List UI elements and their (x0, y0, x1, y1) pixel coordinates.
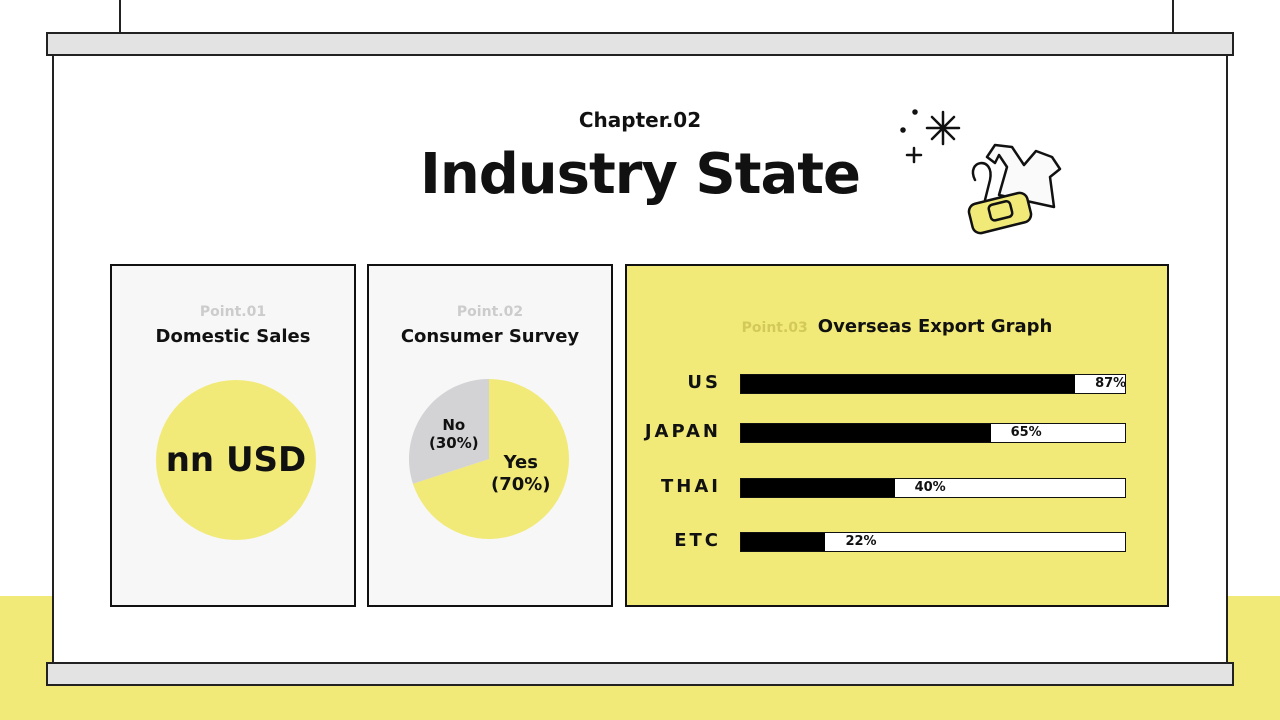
bar-fill (741, 424, 991, 442)
chapter-label: Chapter.02 (578, 108, 702, 132)
survey-pie-chart (409, 379, 569, 539)
bar-category-label: US (687, 372, 721, 393)
no-pct: (30%) (429, 434, 479, 452)
yes-label: Yes (503, 452, 538, 473)
bar-fill (741, 375, 1076, 393)
pie-slice-no (409, 379, 489, 484)
bar-track: 65% (740, 423, 1126, 443)
card-title: Overseas Export Graph (817, 316, 1053, 337)
bar-category-label: THAI (661, 476, 721, 497)
bar-category-label: JAPAN (644, 421, 721, 442)
card-export-graph: Point.03 Overseas Export Graph US 87% JAPA… (625, 264, 1169, 607)
top-rod (46, 32, 1234, 56)
bar-track: 87% (740, 374, 1126, 394)
page-title: Industry State (419, 142, 861, 207)
dress-handbag-icon (900, 109, 1062, 235)
hanger-left (119, 0, 121, 34)
card-domestic-sales: Point.01 Domestic Sales nn USD (110, 264, 356, 607)
bar-value-label: 65% (1010, 425, 1042, 440)
point-label: Point.01 (199, 304, 267, 320)
bar-value-label: 40% (914, 480, 946, 495)
bar-category-label: ETC (674, 530, 721, 551)
point-label: Point.02 (456, 304, 524, 320)
bar-row: ETC 22% (627, 530, 1167, 552)
card-consumer-survey: Point.02 Consumer Survey No (30%) Yes (70%… (367, 264, 613, 607)
bar-track: 40% (740, 478, 1126, 498)
sales-value: nn USD (165, 440, 307, 480)
pie-label-yes: Yes (70%) (491, 452, 551, 495)
no-label: No (442, 416, 466, 434)
hanger-right (1172, 0, 1174, 34)
bar-row: THAI 40% (627, 476, 1167, 498)
pie-label-no: No (30%) (429, 416, 479, 452)
bar-value-label: 22% (845, 534, 877, 549)
bar-row: JAPAN 65% (627, 421, 1167, 443)
point-label: Point.03 (741, 320, 808, 336)
bar-fill (741, 533, 826, 551)
yes-pct: (70%) (491, 473, 551, 495)
bar-fill (741, 479, 895, 497)
pie-slice-yes (412, 379, 569, 539)
card-title: Consumer Survey (400, 326, 580, 347)
bar-value-label: 87% (1095, 376, 1127, 391)
sales-circle: nn USD (156, 380, 316, 540)
card-title: Domestic Sales (155, 326, 311, 347)
bar-row: US 87% (627, 372, 1167, 394)
bottom-rod (46, 662, 1234, 686)
bar-track: 22% (740, 532, 1126, 552)
